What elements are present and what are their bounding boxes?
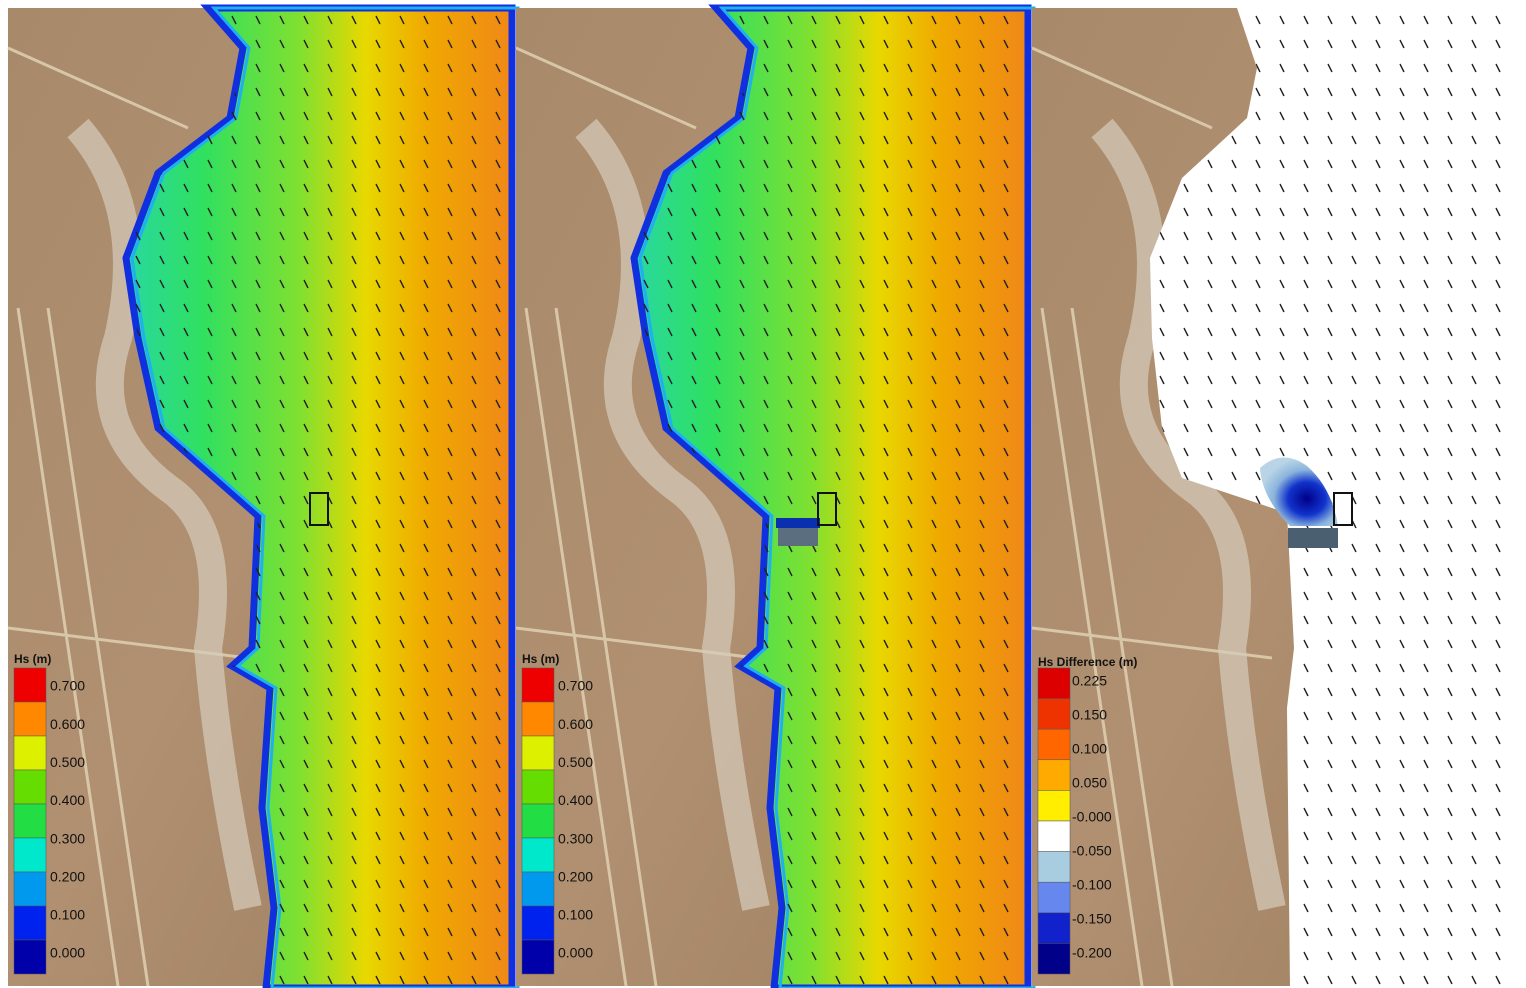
jetty	[778, 528, 818, 546]
legend-swatch	[14, 770, 46, 804]
legend-label: 0.600	[50, 716, 85, 732]
legend-swatch	[522, 668, 554, 702]
legend-label: 0.000	[50, 945, 85, 961]
legend-title: Hs (m)	[14, 652, 51, 666]
legend-label: 0.700	[558, 678, 593, 694]
jetty-shadow	[776, 518, 820, 528]
legend-swatch	[14, 668, 46, 702]
legend-title: Hs Difference (m)	[1038, 655, 1137, 669]
legend-label: 0.150	[1072, 707, 1107, 723]
legend-label: 0.700	[50, 678, 85, 694]
jetty	[1288, 528, 1338, 548]
legend-swatch	[14, 702, 46, 736]
legend-swatch	[1038, 852, 1070, 883]
legend-label: 0.300	[50, 830, 85, 846]
legend-label: 0.000	[558, 945, 593, 961]
legend-swatch	[1038, 760, 1070, 791]
legend-swatch	[1038, 668, 1070, 699]
legend-label: -0.150	[1072, 911, 1112, 927]
legend-label: 0.200	[50, 868, 85, 884]
legend-label: -0.100	[1072, 877, 1112, 893]
legend-swatch	[1038, 729, 1070, 760]
legend-swatch	[522, 940, 554, 974]
legend-label: -0.200	[1072, 945, 1112, 961]
legend-label: 0.500	[558, 754, 593, 770]
legend-swatch	[522, 872, 554, 906]
legend-swatch	[1038, 821, 1070, 852]
map-panel: Hs Difference (m) 0.225 0.150 0.100 0.050 -0.…	[1032, 8, 1518, 988]
legend-label: -0.050	[1072, 843, 1112, 859]
legend-label: 0.300	[558, 830, 593, 846]
legend-label: 0.100	[1072, 741, 1107, 757]
legend-swatch	[14, 940, 46, 974]
legend-swatch	[522, 736, 554, 770]
legend-swatch	[14, 736, 46, 770]
map-panel: Hs (m) 0.700 0.600 0.500 0.400 0.300 0.200 0.10…	[516, 8, 1034, 988]
legend-label: 0.050	[1072, 775, 1107, 791]
legend-label: 0.500	[50, 754, 85, 770]
map-panel: Hs (m) 0.700 0.600 0.500 0.400 0.300 0.200 0.10…	[8, 8, 518, 988]
legend-label: -0.000	[1072, 809, 1112, 825]
legend-swatch	[522, 838, 554, 872]
legend-label: 0.400	[50, 792, 85, 808]
legend-swatch	[522, 770, 554, 804]
legend-swatch	[14, 906, 46, 940]
legend-swatch	[1038, 790, 1070, 821]
legend-label: 0.100	[50, 907, 85, 923]
legend-label: 0.600	[558, 716, 593, 732]
legend-swatch	[1038, 699, 1070, 730]
legend-swatch	[14, 804, 46, 838]
legend-swatch	[1038, 882, 1070, 913]
legend-swatch	[14, 838, 46, 872]
legend-title: Hs (m)	[522, 652, 559, 666]
legend-swatch	[522, 906, 554, 940]
map-figure: Hs (m) 0.700 0.600 0.500 0.400 0.300 0.200 0.10…	[0, 0, 1526, 988]
legend-swatch	[14, 872, 46, 906]
legend-label: 0.400	[558, 792, 593, 808]
legend-swatch	[522, 804, 554, 838]
legend-swatch	[1038, 913, 1070, 944]
legend-label: 0.200	[558, 868, 593, 884]
legend-label: 0.225	[1072, 673, 1107, 689]
legend-label: 0.100	[558, 907, 593, 923]
legend-swatch	[1038, 943, 1070, 974]
legend-swatch	[522, 702, 554, 736]
